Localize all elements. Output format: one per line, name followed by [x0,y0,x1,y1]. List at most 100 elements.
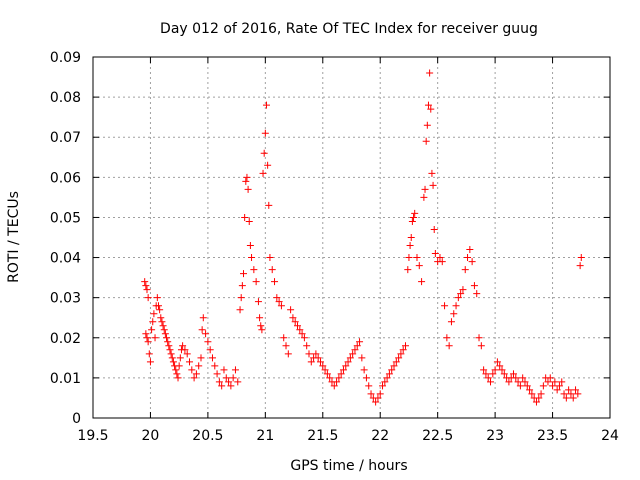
data-point-marker [158,318,166,326]
data-point-marker [413,254,421,262]
data-point-marker [261,129,269,137]
data-point-marker [551,378,559,386]
data-point-marker [188,366,196,374]
data-point-marker [262,101,270,109]
data-point-marker [159,322,167,330]
data-point-marker [466,246,474,254]
data-point-marker [176,354,184,362]
data-point-marker [438,258,446,266]
data-point-marker [424,101,432,109]
data-point-marker [505,378,513,386]
y-axis-label: ROTI / TECUs [6,191,22,283]
data-point-marker [339,366,347,374]
data-point-marker [565,386,573,394]
data-point-marker [238,282,246,290]
data-point-marker [303,342,311,350]
data-point-marker [264,161,272,169]
data-point-marker [157,314,165,322]
data-point-marker [404,266,412,274]
grid-lines [93,57,610,418]
data-point-marker [381,378,389,386]
data-point-marker [289,314,297,322]
data-point-marker [392,358,400,366]
data-point-marker [197,354,205,362]
data-point-marker [284,350,292,358]
data-point-marker [569,394,577,402]
data-point-marker [526,386,534,394]
x-tick-label: 22 [371,428,389,444]
data-point-marker [190,374,198,382]
data-point-marker [266,254,274,262]
data-point-marker [273,294,281,302]
data-point-marker [220,366,228,374]
data-point-marker [385,370,393,378]
x-tick-label: 23.5 [537,428,568,444]
data-point-marker [426,69,434,77]
data-point-marker [163,334,171,342]
data-point-marker [183,350,191,358]
data-point-marker [260,149,268,157]
data-point-marker [227,382,235,390]
data-point-marker [500,370,508,378]
data-point-marker [199,314,207,322]
data-point-marker [528,390,536,398]
data-point-marker [175,362,183,370]
data-point-marker [150,310,158,318]
data-point-marker [509,370,517,378]
data-point-marker [342,362,350,370]
data-point-marker [156,306,164,314]
data-point-marker [421,185,429,193]
data-point-marker [519,374,527,382]
data-point-marker [459,286,467,294]
data-point-marker [470,282,478,290]
data-point-marker [181,346,189,354]
data-point-marker [168,354,176,362]
data-point-marker [353,342,361,350]
data-point-marker [250,266,258,274]
data-point-marker [186,358,194,366]
data-point-marker [344,358,352,366]
data-point-marker [259,169,267,177]
data-point-marker [231,366,239,374]
data-point-marker [452,302,460,310]
data-point-marker [291,318,299,326]
x-tick-label: 23 [486,428,504,444]
data-point-marker [450,310,458,318]
data-point-marker [577,254,585,262]
data-point-marker [544,378,552,386]
data-point-marker [213,370,221,378]
data-point-marker [243,173,251,181]
data-point-marker [173,370,181,378]
data-point-marker [464,254,472,262]
data-point-marker [560,390,568,398]
data-point-marker [374,394,382,402]
data-point-marker [153,294,161,302]
data-point-marker [246,242,254,250]
data-point-marker [431,250,439,258]
data-point-marker [240,270,248,278]
data-point-marker [202,330,210,338]
data-point-marker [489,370,497,378]
data-point-marker [562,394,570,402]
data-point-marker [422,137,430,145]
data-point-marker [282,342,290,350]
data-point-marker [314,354,322,362]
data-point-marker [457,290,465,298]
y-tick-label: 0.09 [50,50,81,66]
data-point-marker [408,217,416,225]
data-point-marker [280,334,288,342]
x-tick-label: 21 [256,428,274,444]
data-point-marker [351,346,359,354]
data-point-marker [447,318,455,326]
data-point-marker [468,258,476,266]
data-point-marker [172,366,180,374]
data-point-marker [553,386,561,394]
data-point-marker [208,354,216,362]
y-tick-label: 0.04 [50,251,81,267]
data-point-marker [428,169,436,177]
data-point-marker [567,390,575,398]
data-point-marker [461,266,469,274]
data-point-marker [407,234,415,241]
data-point-marker [252,278,260,286]
data-point-marker [245,217,253,225]
